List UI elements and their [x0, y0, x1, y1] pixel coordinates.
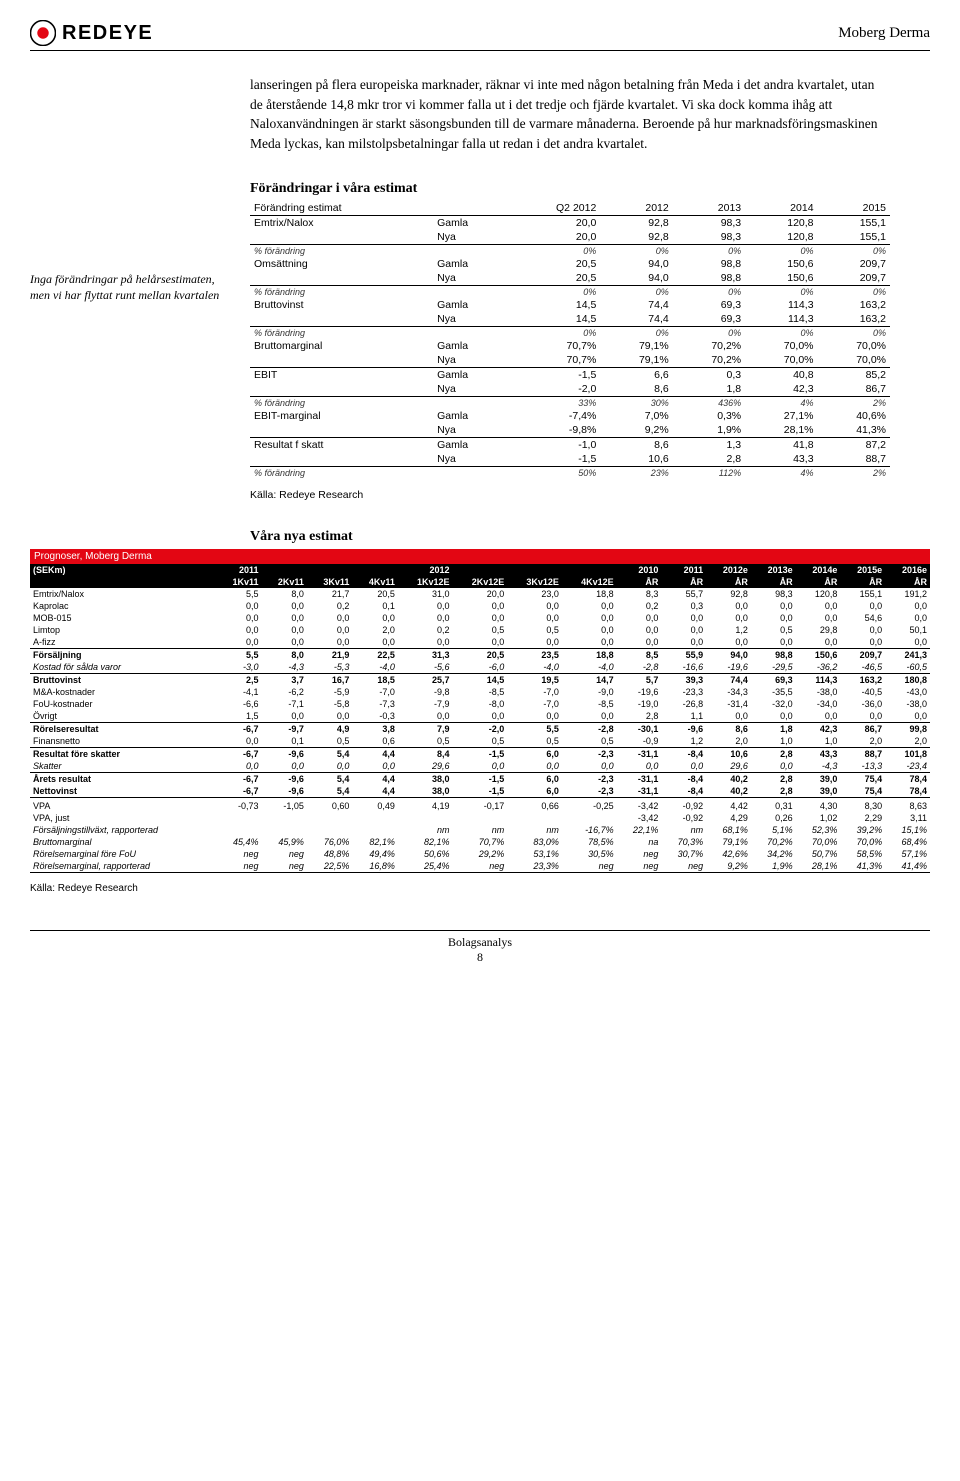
source-line-1: Källa: Redeye Research — [250, 489, 930, 501]
prognosis-title: Våra nya estimat — [250, 529, 930, 545]
estimates-table: Förändring estimatQ2 2012201220132014201… — [250, 201, 890, 479]
page-footer: Bolagsanalys 8 — [30, 930, 930, 965]
logo-text: REDEYE — [62, 22, 153, 45]
source-line-2: Källa: Redeye Research — [30, 883, 930, 894]
body-paragraph: lanseringen på flera europeiska marknade… — [250, 75, 890, 153]
company-name: Moberg Derma — [838, 25, 930, 42]
margin-note: Inga förändringar på helårsestimaten, me… — [30, 271, 220, 303]
estimates-title: Förändringar i våra estimat — [250, 181, 930, 197]
footer-page: 8 — [30, 950, 930, 965]
footer-title: Bolagsanalys — [30, 935, 930, 950]
prognosis-table: (SEKm)20112012201020112012e2013e2014e201… — [30, 564, 930, 873]
prognosis-band: Prognoser, Moberg Derma — [30, 549, 930, 564]
redeye-icon — [30, 20, 56, 46]
logo: REDEYE — [30, 20, 153, 46]
page-header: REDEYE Moberg Derma — [30, 20, 930, 51]
